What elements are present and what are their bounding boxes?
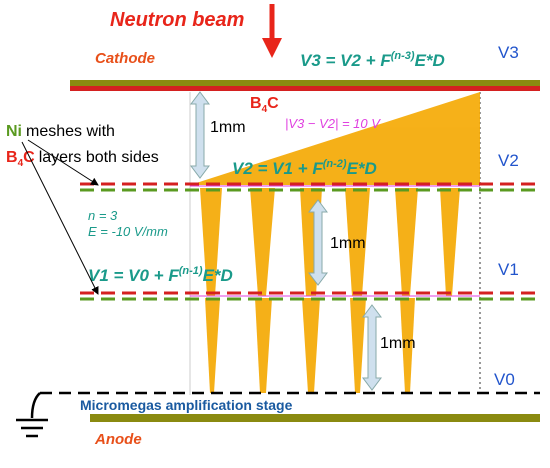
text-part: 4: [18, 158, 24, 169]
pointer: [27, 139, 99, 186]
level: V3: [498, 43, 519, 62]
distance: 1mm: [330, 235, 366, 252]
text-part: 4: [262, 104, 268, 115]
text-part: (n-3): [391, 50, 415, 62]
level: V1: [498, 260, 519, 279]
text-part: E*D: [203, 266, 233, 285]
mesh-note: Ni meshes with: [6, 123, 115, 140]
text-part: V1 = V0 + F: [88, 266, 179, 285]
text-part: E*D: [347, 159, 377, 178]
level: V2: [498, 151, 519, 170]
b4c-label: B4C: [250, 95, 279, 115]
text-part: layers both sides: [39, 149, 159, 166]
text-part: E*D: [415, 51, 445, 70]
anode-bar: [90, 414, 540, 422]
text-part: Ni: [6, 123, 22, 140]
cathode-bar: [70, 80, 540, 86]
param: E = -10 V/mm: [88, 224, 168, 239]
ground: [16, 392, 48, 438]
cathode-bar: [70, 86, 540, 91]
level: V0: [494, 370, 515, 389]
equation: V3 = V2 + F(n-3)E*D: [300, 50, 445, 70]
pointer: [21, 141, 99, 295]
distance: 1mm: [380, 335, 416, 352]
distance-arrows: [190, 91, 382, 391]
anode-label: Anode: [94, 431, 142, 448]
mesh-note: B4C layers both sides: [6, 149, 159, 169]
beam-title: Neutron beam: [110, 9, 244, 31]
text-part: C: [23, 149, 35, 166]
text-part: (n-2): [323, 158, 347, 170]
distance: 1mm: [210, 119, 246, 136]
text-part: B: [250, 95, 262, 112]
voltage-diff: |V3 − V2| = 10 V: [285, 116, 381, 131]
equation: V2 = V1 + F(n-2)E*D: [232, 158, 377, 178]
equation: V1 = V0 + F(n-1)E*D: [88, 265, 233, 285]
tracks: [190, 92, 480, 393]
text-part: V3 = V2 + F: [300, 51, 391, 70]
text-part: B: [6, 149, 18, 166]
beam-arrow-head: [262, 38, 282, 58]
micromegas-label: Micromegas amplification stage: [80, 397, 293, 413]
mesh-lines: [80, 182, 540, 301]
text-part: V2 = V1 + F: [232, 159, 323, 178]
text-part: (n-1): [179, 265, 203, 277]
cathode-label: Cathode: [95, 50, 155, 67]
text-part: meshes with: [26, 123, 115, 140]
text-part: C: [267, 95, 279, 112]
param: n = 3: [88, 208, 118, 223]
